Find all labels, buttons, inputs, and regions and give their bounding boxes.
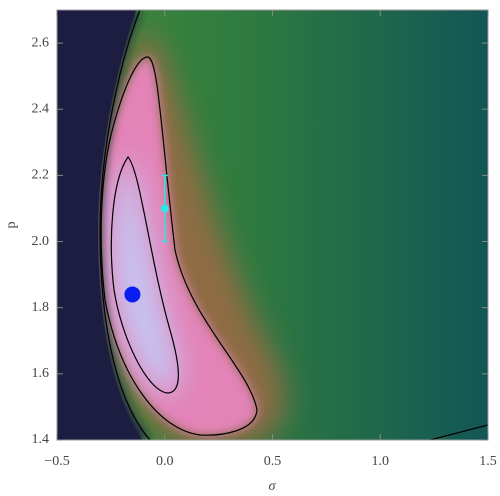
x-tick-label: 0.0: [156, 454, 174, 469]
y-axis-label: p: [4, 222, 19, 229]
x-axis-label: σ: [269, 479, 277, 494]
x-tick-label: 1.0: [372, 454, 390, 469]
y-tick-label: 2.6: [32, 35, 50, 50]
density-map: [57, 10, 488, 440]
y-tick-label: 1.8: [32, 300, 50, 315]
x-tick-label: −0.5: [44, 454, 69, 469]
y-tick-label: 1.4: [32, 432, 50, 447]
point: [160, 204, 169, 213]
y-tick-label: 2.4: [32, 101, 50, 116]
y-tick-label: 1.6: [32, 366, 50, 381]
y-tick-label: 2.0: [32, 234, 50, 249]
y-tick-label: 2.2: [32, 168, 50, 183]
point: [124, 286, 141, 303]
x-tick-label: 0.5: [264, 454, 282, 469]
x-tick-label: 1.5: [479, 454, 497, 469]
